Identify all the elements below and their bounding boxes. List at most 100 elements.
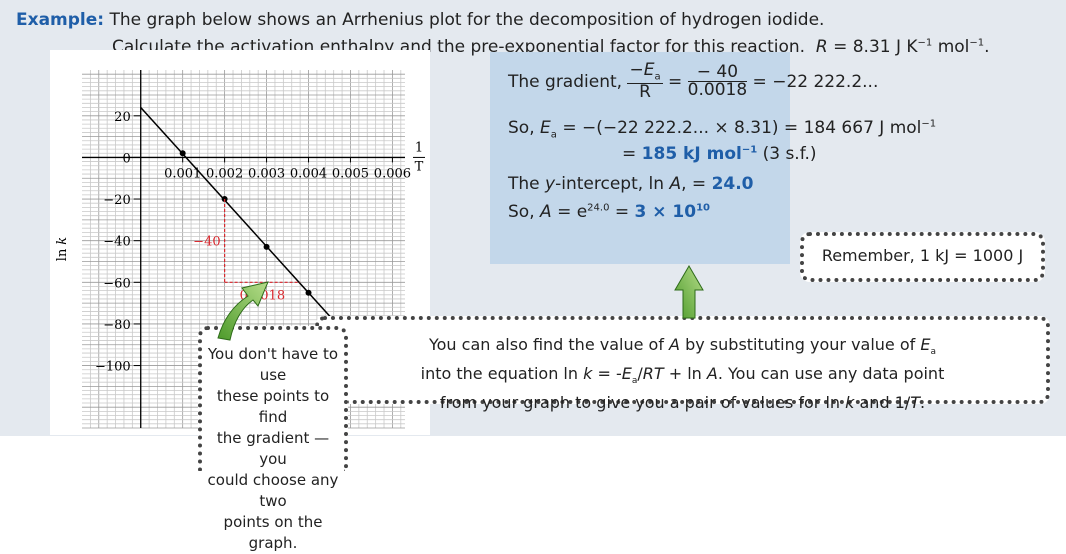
text: (3 s.f.) [762, 144, 817, 164]
text: T [910, 393, 921, 413]
working-line: = 185 kJ mol−1 (3 s.f.) [622, 144, 817, 164]
text: / [637, 364, 643, 384]
x-tick-label: 0.006 [374, 166, 411, 181]
working-line: The gradient, −Ea R = − 40 0.0018 = −22 22… [508, 61, 879, 102]
text: 24.0 [711, 174, 754, 194]
data-point [305, 289, 312, 296]
y-tick-label: −80 [103, 318, 130, 333]
note-line: points on the graph. [223, 513, 323, 552]
text: into the equation ln [420, 364, 578, 384]
text: k [583, 364, 593, 384]
text: E [920, 335, 931, 354]
text: E [621, 364, 632, 384]
remember-note: Remember, 1 kJ = 1000 J [800, 232, 1045, 282]
text: and 1/ [859, 393, 911, 413]
x-tick-label: 0.003 [248, 166, 285, 181]
text: a [930, 347, 936, 358]
note-line: You don't have to use [207, 345, 339, 384]
text: a [631, 376, 638, 387]
x-axis-label: T [415, 159, 424, 174]
text: R [815, 37, 828, 57]
text: , = [681, 174, 707, 194]
note-line: You can also find the value of A by subs… [319, 334, 1046, 363]
text: −1 [969, 37, 985, 49]
text: A [669, 174, 682, 194]
text: So, [508, 202, 535, 222]
gradient-note: You don't have to use these points to fi… [198, 326, 348, 552]
note-line: these points to find [216, 387, 330, 426]
example-label: Example: [16, 10, 105, 30]
example-line: Example: The graph below shows an Arrhen… [16, 10, 824, 30]
text: k [845, 393, 855, 413]
text: 24.0 [587, 202, 610, 214]
x-tick-label: 0.005 [332, 166, 369, 181]
text: E [540, 118, 551, 138]
text: = [622, 144, 637, 164]
text: RT [642, 364, 664, 384]
text: −1 [741, 144, 758, 156]
y-tick-label: −100 [95, 360, 131, 375]
text: R [639, 81, 651, 102]
text: 185 kJ mol [641, 144, 742, 164]
y-tick-label: 20 [114, 110, 131, 125]
text: ln [55, 248, 70, 261]
text: + ln [668, 364, 702, 384]
x-tick-label: 0.002 [206, 166, 243, 181]
text: from your graph to give you a pair of va… [439, 393, 841, 413]
working-line: The y-intercept, ln A, = 24.0 [508, 174, 754, 194]
text: A [706, 364, 718, 384]
text: a [550, 129, 557, 141]
y-tick-label: −60 [103, 276, 130, 291]
text: −1 [921, 118, 937, 130]
text: = −22 222.2... [752, 71, 879, 92]
y-axis-label: ln k [55, 237, 70, 262]
text: = [668, 71, 683, 92]
fraction: − 40 0.0018 [687, 63, 748, 101]
text: 0.0018 [687, 80, 748, 101]
text: = 8.31 J K [833, 37, 918, 57]
text: y [545, 174, 556, 194]
text: A [540, 202, 552, 222]
working-line: So, A = e24.0 = 3 × 1010 [508, 202, 710, 222]
text: . [920, 393, 926, 413]
text: The gradient, [508, 71, 623, 92]
text: = [614, 202, 630, 222]
run-label: 0.0018 [240, 288, 286, 303]
text: -intercept, ln [555, 174, 665, 194]
data-point [179, 150, 186, 157]
text: by substituting your value of [685, 335, 916, 354]
x-axis-label: 1 [415, 140, 423, 155]
y-tick-label: −40 [103, 235, 130, 250]
text: 3 × 10 [634, 202, 697, 222]
data-point [263, 243, 270, 250]
note-line: from your graph to give you a pair of va… [319, 392, 1046, 413]
text: mol [937, 37, 970, 57]
working-box: The gradient, −Ea R = − 40 0.0018 = −22 22… [490, 52, 936, 264]
x-tick-label: 0.001 [164, 166, 201, 181]
text: A [669, 335, 680, 354]
text: The [508, 174, 540, 194]
x-tick-label: 0.004 [290, 166, 327, 181]
note-line: could choose any two [207, 471, 339, 510]
text: k [55, 237, 70, 245]
text: = −(−22 222.2... × 8.31) = 184 667 J mol [562, 118, 922, 138]
note-line: the gradient — you [216, 429, 330, 468]
text: = e [557, 202, 588, 222]
text: The graph below shows an Arrhenius plot … [109, 10, 825, 30]
y-tick-label: −20 [103, 193, 130, 208]
text: = - [597, 364, 622, 384]
working-line: So, Ea = −(−22 222.2... × 8.31) = 184 66… [508, 118, 936, 140]
y-tick-label: 0 [122, 151, 130, 166]
note-line: into the equation ln k = -Ea/RT + ln A. … [319, 363, 1046, 392]
text: You can also find the value of [428, 335, 664, 354]
rise-label: −40 [193, 235, 220, 250]
text: −1 [917, 37, 933, 49]
text: . You can use any data point [717, 364, 945, 384]
text: So, [508, 118, 535, 138]
text: . [984, 37, 990, 57]
text: a [654, 71, 661, 83]
text: Remember, 1 kJ = 1000 J [821, 246, 1024, 265]
text: − 40 [687, 63, 748, 83]
fraction: −Ea R [627, 61, 663, 102]
